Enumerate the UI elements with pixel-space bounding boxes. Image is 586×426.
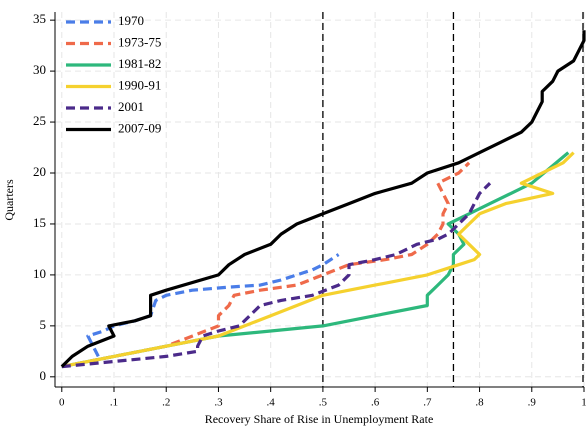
line-series [61,151,575,369]
y-tick-label: 35 [33,11,46,26]
x-tick-label: 0 [59,397,65,409]
x-tick-label: .2 [162,397,170,409]
x-axis-title: Recovery Share of Rise in Unemployment R… [205,412,434,426]
y-tick-label: 30 [33,62,46,77]
y-tick-label: 10 [33,266,46,281]
x-tick-label: .5 [319,397,328,409]
legend-label: 2001 [118,99,144,114]
x-tick-label: .7 [423,397,432,409]
legend-label: 1981-82 [118,56,161,71]
line-series [61,151,570,369]
y-tick-label: 0 [40,368,47,383]
y-axis-title: Quarters [2,179,16,221]
line-series [61,182,492,369]
y-tick-label: 5 [40,317,47,332]
y-tick-label: 20 [33,164,46,179]
legend-label: 1970 [118,13,144,28]
y-tick-label: 25 [33,113,46,128]
x-tick-label: 1 [581,397,586,409]
line-series [60,30,586,368]
y-tick-label: 15 [33,215,46,230]
legend-label: 2007-09 [118,120,161,135]
x-tick-label: .3 [214,397,223,409]
x-tick-label: .6 [371,397,380,409]
x-tick-label: .9 [528,397,537,409]
x-tick-label: .1 [110,397,118,409]
line-series [61,161,471,369]
x-tick-label: .4 [267,397,276,409]
legend-label: 1973-75 [118,34,161,49]
legend-label: 1990-91 [118,77,161,92]
x-tick-label: .8 [475,397,484,409]
